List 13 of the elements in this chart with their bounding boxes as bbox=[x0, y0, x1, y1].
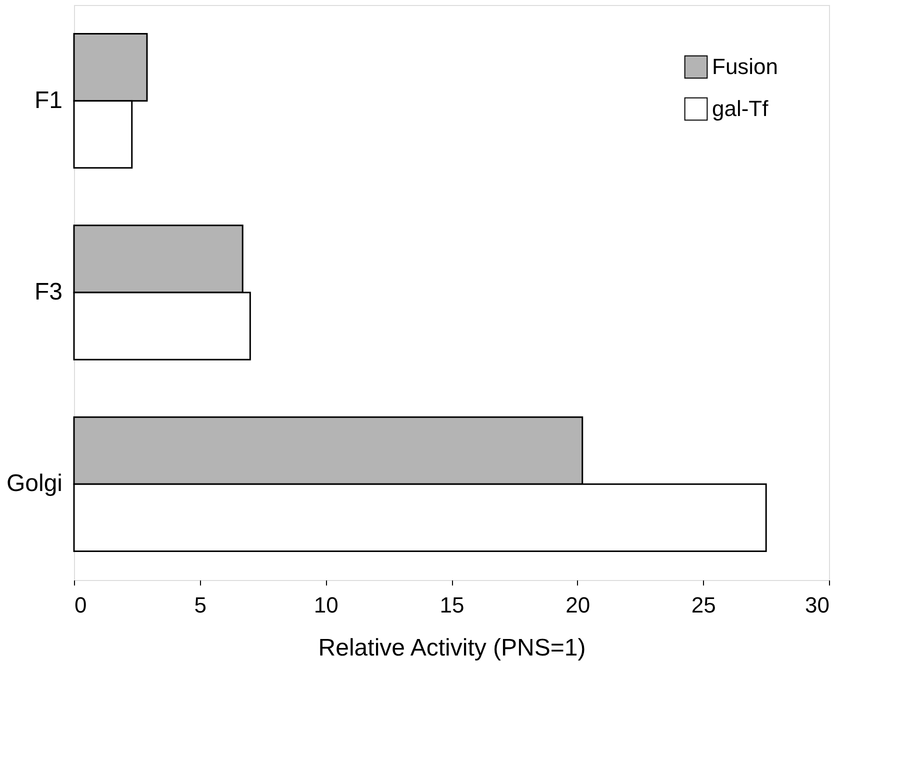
x-tick-label: 5 bbox=[194, 592, 206, 618]
x-tick-label: 30 bbox=[805, 592, 830, 618]
y-tick-label: F1 bbox=[34, 86, 62, 114]
legend-label: Fusion bbox=[712, 54, 778, 79]
x-tick-label: 15 bbox=[440, 592, 464, 618]
x-tick-label: 25 bbox=[691, 592, 716, 618]
x-axis-title: Relative Activity (PNS=1) bbox=[318, 634, 586, 662]
x-tick-label: 0 bbox=[74, 592, 87, 618]
x-tick-label: 20 bbox=[566, 592, 590, 618]
y-tick-label: F3 bbox=[34, 278, 62, 306]
x-tick-label: 10 bbox=[314, 592, 338, 618]
legend-label: gal-Tf bbox=[712, 96, 770, 121]
y-tick-label: Golgi bbox=[6, 470, 62, 498]
